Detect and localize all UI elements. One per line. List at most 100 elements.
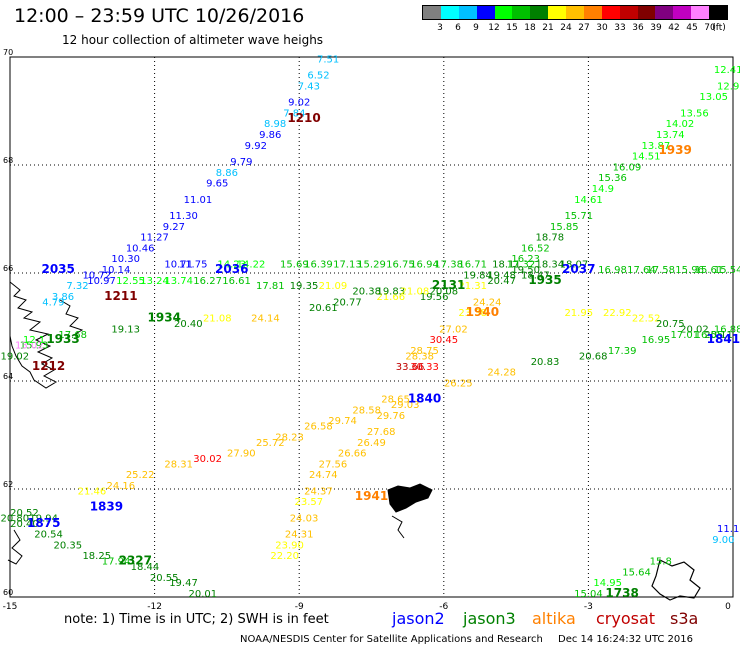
page-title: 12:00 – 23:59 UTC 10/26/2016 [14,5,305,27]
wave-height-value: 4.79 [42,297,64,308]
wave-height-value: 8.86 [216,168,238,179]
satellite-legend-jason3: jason3 [463,609,516,628]
wave-height-value: 16.94 [410,260,439,271]
greenland-coast [9,281,58,389]
wave-height-value: 19.48 [487,270,516,281]
pass-time-label: 1211 [104,289,137,303]
wave-height-value: 14.61 [574,195,603,206]
wave-height-value: 16.98 [598,265,627,276]
wave-height-value: 13.05 [699,92,728,103]
wave-height-value: 18.78 [536,233,565,244]
legend-swatch [673,6,692,19]
pass-time-label: 1941 [355,489,388,503]
wave-height-value: 20.83 [531,357,560,368]
wave-height-value: 12.9 [717,81,739,92]
wave-height-value: 20.75 [656,319,685,330]
wave-height-value: 10.97 [87,276,116,287]
wave-height-value: 25.72 [256,438,285,449]
wave-height-value: 33.66 [396,362,425,373]
legend-swatch [458,6,477,19]
wave-height-value: 22.20 [270,551,299,562]
generation-timestamp: Dec 14 16:24:32 UTC 2016 [558,634,693,645]
wave-height-value: 7.51 [317,54,339,65]
wave-height-value: 7.84 [283,108,305,119]
wave-height-value: 13.74 [164,276,193,287]
wave-height-value: 15.04 [574,589,603,600]
lat-tick-label: 68 [3,156,13,165]
wave-height-value: 20.80 [0,513,29,524]
wave-height-value: 11.27 [140,233,169,244]
wave-height-value: 17.58 [646,265,675,276]
wave-height-value: 16.52 [521,243,550,254]
shetland-coast [651,559,701,601]
color-legend-bar [422,5,728,20]
wave-height-value: 11.30 [169,211,198,222]
wave-height-value: 15.93 [20,341,49,352]
wave-height-value: 17.38 [434,260,463,271]
wave-height-value: 13.02 [15,341,44,352]
wave-height-value: 28.38 [405,351,434,362]
pass-time-labels: 1210 1211 1212 1939 1940 1941 1933 1934 1935 2036… [27,111,740,600]
wave-height-value: 16.61 [222,276,251,287]
legend-label: 3 [437,23,443,33]
wave-height-value: 9.79 [230,157,252,168]
wave-height-value: 28.75 [410,346,439,357]
wave-height-value: 15.8 [650,557,672,568]
wave-height-value: 14.95 [593,578,622,589]
wave-height-value: 21.66 [376,292,405,303]
map-frame [9,56,734,598]
lat-tick-label: 62 [3,480,13,489]
wave-height-value: 19.47 [169,578,198,589]
lon-tick-label: -3 [584,602,593,612]
pass-time-label: 1939 [658,143,691,157]
satellite-legend-altika: altika [532,609,576,628]
wave-height-value: 17.01 [670,330,699,341]
wave-height-value: 18.25 [82,551,111,562]
axis-tick-labels: 70 68 66 64 62 60 -15 -12 -9 -6 -3 0 [3,48,731,612]
pass-time-label: 1934 [148,311,181,325]
wave-height-value: 23.38 [458,308,487,319]
lon-tick-label: 0 [725,602,731,612]
satellite-legend-s3a: s3a [670,609,699,628]
wave-height-value: 20.54 [34,530,63,541]
wave-height-value: 15.69 [280,260,309,271]
units-note: note: 1) Time is in UTC; 2) SWH is in fe… [64,612,329,627]
pass-time-label: 1935 [528,273,561,287]
wave-height-value: 14.9 [592,184,614,195]
satellite-legend-cryosat: cryosat [596,609,656,628]
pass-time-label: 1940 [466,305,499,319]
wave-height-value: 27.02 [439,324,468,335]
wave-height-value: 15.85 [550,222,579,233]
lon-tick-label: -6 [439,602,448,612]
pass-time-label: 1738 [605,586,638,600]
wave-height-value: 17.94 [102,557,131,568]
pass-time-label: 1841 [707,332,740,346]
legend-swatch [709,6,727,19]
wave-height-value: 12.55 [116,276,145,287]
wave-height-value: 17.68 [58,330,87,341]
legend-swatch [494,6,513,19]
wave-height-value: 27.90 [227,449,256,460]
legend-label: 27 [578,23,590,33]
lat-tick-label: 66 [3,264,13,273]
wave-height-value: 15.71 [564,211,593,222]
wave-height-value: 3.86 [52,292,74,303]
lon-tick-label: -9 [295,602,304,612]
wave-height-value: 19.83 [376,287,405,298]
legend-label: 70 [704,23,716,33]
wave-height-value: 19.56 [420,292,449,303]
wave-height-value: 16.95 [642,335,671,346]
wave-height-value: 16.88 [714,324,740,335]
wave-height-value: 19.50 [511,265,540,276]
wave-height-value: 23.57 [295,497,324,508]
wave-height-value: 13.24 [140,276,169,287]
wave-height-value: 15.29 [357,260,386,271]
wave-height-value: 30.33 [410,362,439,373]
map-grid [9,56,734,598]
wave-height-value: 24.28 [487,368,516,379]
wave-height-value: 26.25 [444,378,473,389]
wave-height-value: 17.64 [627,265,656,276]
legend-label: 15 [506,23,518,33]
wave-height-value: 13.87 [642,141,671,152]
wave-height-value: 15.36 [598,173,627,184]
